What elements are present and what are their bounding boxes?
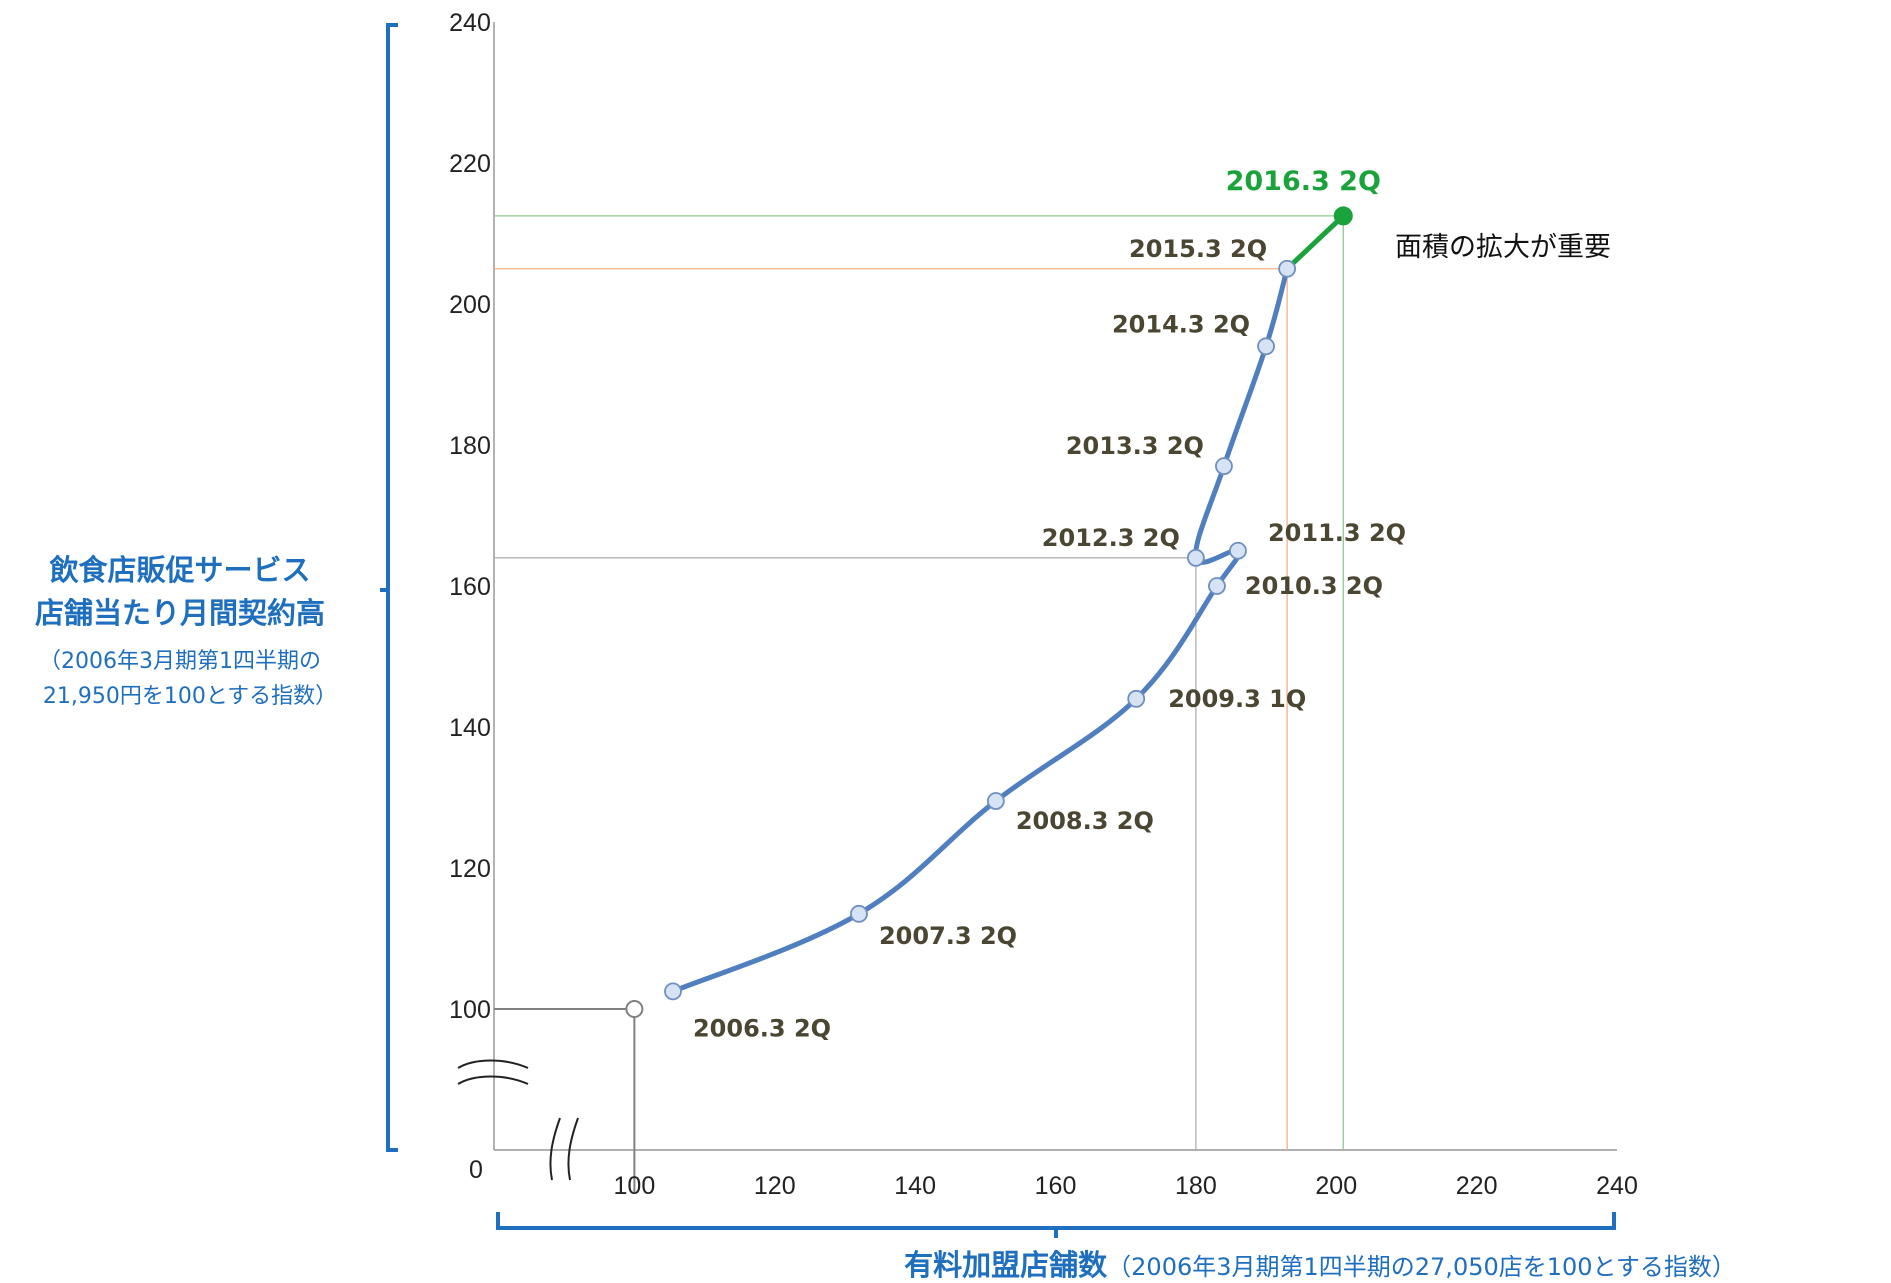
series-line-history [670, 266, 1290, 994]
data-marker [664, 982, 682, 1001]
point-label: 2008.3 2Q [1016, 807, 1154, 835]
y-label-title-line2: 店舗当たり月間契約高 [35, 596, 325, 630]
point-label: 2012.3 2Q [1042, 524, 1180, 552]
data-marker [1127, 689, 1146, 708]
y-tick-label: 160 [449, 573, 491, 601]
annotation-text: 面積の拡大が重要 [1395, 232, 1611, 263]
x-tick-label: 100 [614, 1172, 656, 1200]
y-label-note-line2: 21,950円を100とする指数） [43, 684, 337, 709]
x-tick-labels: 100 120 140 160 180 200 220 240 [614, 1172, 1638, 1200]
point-label: 2013.3 2Q [1066, 432, 1204, 460]
x-axis-bracket [496, 1212, 1616, 1238]
x-label-note: （2006年3月期第1四半期の27,050店を100とする指数） [1107, 1253, 1736, 1281]
y-tick-label: 180 [449, 432, 491, 460]
origin-label: 0 [469, 1156, 483, 1184]
y-tick-labels: 100 120 140 160 180 200 220 240 [449, 9, 491, 1024]
x-tick-label: 200 [1315, 1172, 1357, 1200]
y-tick-label: 240 [449, 9, 491, 37]
data-marker-latest [1333, 206, 1353, 226]
data-marker [1229, 541, 1247, 560]
data-marker [1186, 548, 1205, 567]
x-tick-label: 240 [1596, 1172, 1638, 1200]
data-markers [664, 206, 1353, 1001]
y-label-note-line1: （2006年3月期第1四半期の [39, 649, 321, 674]
point-label: 2016.3 2Q [1226, 166, 1381, 197]
data-marker [986, 792, 1005, 810]
data-marker [1215, 457, 1233, 476]
point-label: 2014.3 2Q [1112, 310, 1250, 338]
baseline-marker [625, 1000, 644, 1018]
point-label: 2007.3 2Q [879, 922, 1017, 950]
point-labels: 2006.3 2Q 2007.3 2Q 2008.3 2Q 2009.3 1Q 2010… [693, 166, 1406, 1043]
point-label: 2015.3 2Q [1129, 235, 1267, 263]
y-tick-label: 200 [449, 291, 491, 319]
y-tick-label: 120 [449, 855, 491, 883]
y-tick-label: 100 [449, 996, 491, 1024]
y-tick-label: 220 [449, 150, 491, 178]
x-axis-break-mark [549, 1117, 579, 1181]
x-tick-label: 220 [1456, 1172, 1498, 1200]
y-axis-break-mark [457, 1059, 529, 1085]
data-marker [1278, 259, 1297, 278]
x-label-title: 有料加盟店舗数 [904, 1248, 1108, 1282]
series-line-latest [1284, 213, 1346, 272]
y-tick-label: 140 [449, 714, 491, 742]
x-tick-label: 180 [1175, 1172, 1217, 1200]
x-tick-label: 140 [894, 1172, 936, 1200]
x-label: 有料加盟店舗数（2006年3月期第1四半期の27,050店を100とする指数） [904, 1248, 1736, 1282]
point-label: 2006.3 2Q [693, 1014, 831, 1042]
point-label: 2011.3 2Q [1268, 519, 1406, 547]
y-label-title-line1: 飲食店販促サービス [49, 553, 310, 587]
x-tick-label: 160 [1035, 1172, 1077, 1200]
point-label: 2010.3 2Q [1245, 572, 1383, 600]
reference-lines [494, 215, 1344, 1150]
baseline-guide [494, 1000, 644, 1192]
data-marker [1208, 577, 1226, 595]
point-label: 2009.3 1Q [1168, 685, 1306, 713]
y-axis-bracket [380, 23, 398, 1152]
x-tick-label: 120 [754, 1172, 796, 1200]
data-marker [1257, 337, 1275, 356]
data-marker [850, 904, 868, 923]
